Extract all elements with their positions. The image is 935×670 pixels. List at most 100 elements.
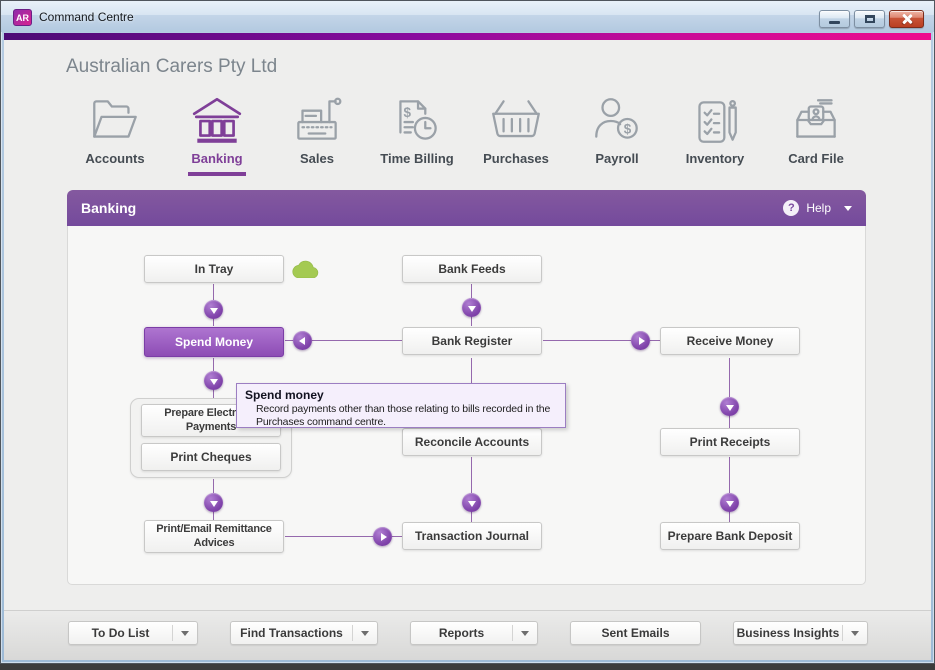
split-divider <box>512 625 513 641</box>
bank-register-button[interactable]: Bank Register <box>402 327 542 355</box>
app-logo-text: AR <box>16 12 29 23</box>
help-icon: ? <box>783 200 800 216</box>
active-module-underline <box>188 172 246 176</box>
arrow-down-connector[interactable] <box>462 493 481 512</box>
arrow-right-icon <box>638 336 645 345</box>
window-controls <box>819 10 924 28</box>
prepare-bank-deposit-button[interactable]: Prepare Bank Deposit <box>660 522 800 550</box>
connector-line <box>285 340 402 341</box>
help-button[interactable]: ? Help <box>783 200 852 216</box>
maximize-button[interactable] <box>854 10 885 28</box>
tooltip-body: Record payments other than those relatin… <box>256 403 551 429</box>
window-title: Command Centre <box>39 10 134 24</box>
connector-line <box>729 457 730 522</box>
close-button[interactable] <box>889 10 924 28</box>
arrow-down-connector[interactable] <box>204 300 223 319</box>
chevron-down-icon <box>181 630 189 636</box>
arrow-right-connector[interactable] <box>373 527 392 546</box>
chevron-down-icon <box>844 205 852 211</box>
chevron-down-icon <box>521 630 529 636</box>
checklist-pen-icon <box>686 93 744 147</box>
cloud-status-icon <box>292 259 319 279</box>
print-email-remittance-advices-button[interactable]: Print/Email Remittance Advices <box>144 520 284 553</box>
dropdown-arrow[interactable] <box>513 622 537 644</box>
module-label: Payroll <box>595 151 639 166</box>
connector-line <box>471 457 472 522</box>
dropdown-arrow[interactable] <box>843 622 867 644</box>
basket-icon <box>487 93 545 147</box>
module-card-file[interactable]: Card File <box>764 93 868 166</box>
tooltip-title: Spend money <box>245 388 324 402</box>
minimize-button[interactable] <box>819 10 850 28</box>
arrow-down-icon <box>725 500 734 507</box>
in-tray-button[interactable]: In Tray <box>144 255 284 283</box>
window-titlebar[interactable]: AR Command Centre <box>1 1 934 32</box>
connector-line <box>543 340 660 341</box>
spend-money-tooltip: Spend money Record payments other than t… <box>236 383 566 428</box>
arrow-down-connector[interactable] <box>462 298 481 317</box>
chevron-down-icon <box>851 630 859 636</box>
desktop-background <box>0 664 935 670</box>
module-accounts[interactable]: Accounts <box>63 93 167 166</box>
module-label: Inventory <box>685 151 745 166</box>
panel-header: Banking ? Help <box>67 190 866 226</box>
svg-text:$: $ <box>404 105 412 120</box>
bank-feeds-button[interactable]: Bank Feeds <box>402 255 542 283</box>
arrow-left-connector[interactable] <box>293 331 312 350</box>
sent-emails-button[interactable]: Sent Emails <box>570 621 701 645</box>
arrow-down-icon <box>209 378 218 385</box>
print-receipts-button[interactable]: Print Receipts <box>660 428 800 456</box>
print-cheques-button[interactable]: Print Cheques <box>141 443 281 471</box>
folder-icon <box>86 93 144 147</box>
business-insights-button[interactable]: Business Insights <box>733 621 868 645</box>
dropdown-arrow[interactable] <box>173 622 197 644</box>
receive-money-button[interactable]: Receive Money <box>660 327 800 355</box>
spend-money-button[interactable]: Spend Money <box>144 327 284 357</box>
module-label: Purchases <box>483 151 549 166</box>
arrow-down-connector[interactable] <box>204 493 223 512</box>
arrow-down-icon <box>467 500 476 507</box>
to-do-list-button[interactable]: To Do List <box>68 621 198 645</box>
module-label: Card File <box>788 151 844 166</box>
brand-accent-strip <box>4 33 931 40</box>
arrow-down-connector[interactable] <box>720 397 739 416</box>
arrow-down-icon <box>467 305 476 312</box>
module-label: Sales <box>300 151 334 166</box>
connector-line <box>729 358 730 428</box>
split-divider <box>352 625 353 641</box>
reconcile-accounts-button[interactable]: Reconcile Accounts <box>402 428 542 456</box>
module-time-billing[interactable]: $ Time Billing <box>365 93 469 166</box>
find-transactions-button[interactable]: Find Transactions <box>230 621 378 645</box>
module-sales[interactable]: Sales <box>265 93 369 166</box>
arrow-right-icon <box>380 532 387 541</box>
reports-button[interactable]: Reports <box>410 621 538 645</box>
person-dollar-icon: $ <box>588 93 646 147</box>
invoice-clock-icon: $ <box>388 93 446 147</box>
company-name: Australian Carers Pty Ltd <box>66 56 278 77</box>
svg-text:$: $ <box>624 121 632 136</box>
card-drawer-icon <box>787 93 845 147</box>
arrow-down-connector[interactable] <box>720 493 739 512</box>
panel-title: Banking <box>81 200 137 216</box>
arrow-down-icon <box>209 307 218 314</box>
maximize-icon <box>864 15 875 23</box>
module-inventory[interactable]: Inventory <box>663 93 767 166</box>
minimize-icon <box>829 20 840 24</box>
arrow-left-icon <box>298 336 305 345</box>
arrow-down-icon <box>725 404 734 411</box>
help-label: Help <box>806 201 831 215</box>
transaction-journal-button[interactable]: Transaction Journal <box>402 522 542 550</box>
chevron-down-icon <box>361 630 369 636</box>
module-label: Time Billing <box>380 151 454 166</box>
module-payroll[interactable]: $ Payroll <box>565 93 669 166</box>
dropdown-arrow[interactable] <box>353 622 377 644</box>
arrow-down-connector[interactable] <box>204 371 223 390</box>
cash-register-icon <box>288 93 346 147</box>
arrow-right-connector[interactable] <box>631 331 650 350</box>
module-purchases[interactable]: Purchases <box>464 93 568 166</box>
connector-line <box>285 536 402 537</box>
app-logo-icon: AR <box>13 9 32 26</box>
module-banking[interactable]: Banking <box>165 93 269 176</box>
bank-building-icon <box>188 93 246 147</box>
